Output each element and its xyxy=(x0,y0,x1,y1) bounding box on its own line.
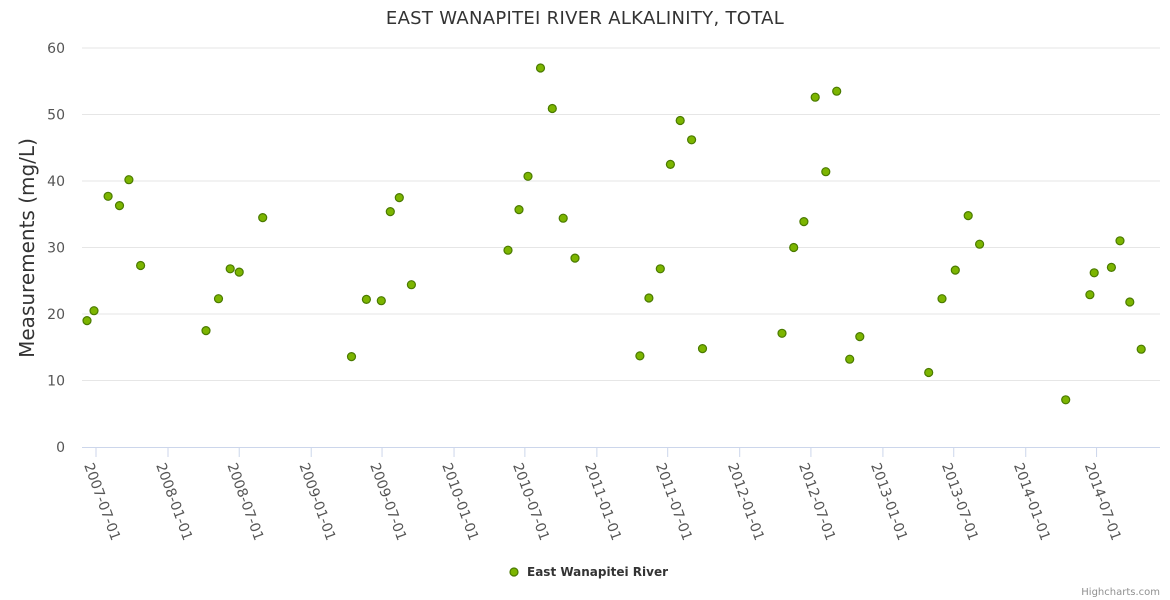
data-point[interactable] xyxy=(832,86,842,96)
y-axis: 0 10 20 30 40 50 60 xyxy=(47,41,65,456)
data-point[interactable] xyxy=(503,245,513,255)
legend-item-label[interactable]: East Wanapitei River xyxy=(527,565,668,579)
credits-link[interactable]: Highcharts.com xyxy=(1081,587,1160,598)
data-point[interactable] xyxy=(1085,290,1095,300)
data-point[interactable] xyxy=(89,306,99,316)
data-point[interactable] xyxy=(963,211,973,221)
data-point[interactable] xyxy=(855,332,865,342)
data-point[interactable] xyxy=(514,205,524,215)
data-point[interactable] xyxy=(346,352,357,362)
data-point[interactable] xyxy=(385,207,395,217)
data-points xyxy=(82,63,1146,405)
data-point[interactable] xyxy=(547,103,557,114)
data-point[interactable] xyxy=(675,115,685,126)
data-point[interactable] xyxy=(635,351,645,361)
data-point[interactable] xyxy=(777,328,787,338)
data-point[interactable] xyxy=(558,213,568,223)
data-point[interactable] xyxy=(570,253,580,263)
data-point[interactable] xyxy=(644,293,654,303)
y-tick-label: 10 xyxy=(47,374,65,390)
data-point[interactable] xyxy=(535,63,546,73)
y-tick-label: 50 xyxy=(47,108,65,124)
data-point[interactable] xyxy=(1061,395,1071,405)
data-point[interactable] xyxy=(821,167,831,177)
data-point[interactable] xyxy=(1106,262,1117,272)
data-point[interactable] xyxy=(225,264,235,274)
data-point[interactable] xyxy=(845,354,855,364)
data-point[interactable] xyxy=(655,264,665,274)
data-point[interactable] xyxy=(789,242,799,253)
data-point[interactable] xyxy=(258,213,268,223)
data-point[interactable] xyxy=(523,171,533,181)
data-point[interactable] xyxy=(114,201,125,211)
data-point[interactable] xyxy=(799,217,809,227)
data-point[interactable] xyxy=(124,175,134,185)
y-tick-label: 20 xyxy=(47,307,65,323)
y-tick-label: 60 xyxy=(47,41,65,57)
legend[interactable]: East Wanapitei River xyxy=(509,565,668,579)
data-point[interactable] xyxy=(234,267,244,277)
data-point[interactable] xyxy=(974,239,985,249)
legend-marker xyxy=(509,567,519,577)
data-point[interactable] xyxy=(665,159,676,169)
data-point[interactable] xyxy=(1136,344,1146,354)
data-point[interactable] xyxy=(136,260,146,271)
y-axis-label: Measurements (mg/L) xyxy=(15,138,39,358)
data-point[interactable] xyxy=(1115,236,1125,246)
data-point[interactable] xyxy=(1089,268,1099,278)
data-point[interactable] xyxy=(406,280,416,290)
grid-lines xyxy=(82,47,1160,381)
chart-title: EAST WANAPITEI RIVER ALKALINITY, TOTAL xyxy=(386,8,784,29)
data-point[interactable] xyxy=(924,367,934,378)
data-point[interactable] xyxy=(361,294,371,304)
y-tick-label: 40 xyxy=(47,174,65,190)
y-tick-label: 0 xyxy=(56,440,65,456)
y-tick-label: 30 xyxy=(47,241,65,257)
data-point[interactable] xyxy=(1125,297,1135,307)
data-point[interactable] xyxy=(82,316,92,326)
data-point[interactable] xyxy=(213,294,224,304)
data-point[interactable] xyxy=(201,326,211,336)
data-point[interactable] xyxy=(950,265,960,275)
data-point[interactable] xyxy=(376,296,386,306)
data-point[interactable] xyxy=(937,294,947,304)
data-point[interactable] xyxy=(103,191,113,201)
data-point[interactable] xyxy=(810,92,820,102)
data-point[interactable] xyxy=(686,135,697,145)
data-point[interactable] xyxy=(394,193,404,203)
data-point[interactable] xyxy=(697,344,708,354)
